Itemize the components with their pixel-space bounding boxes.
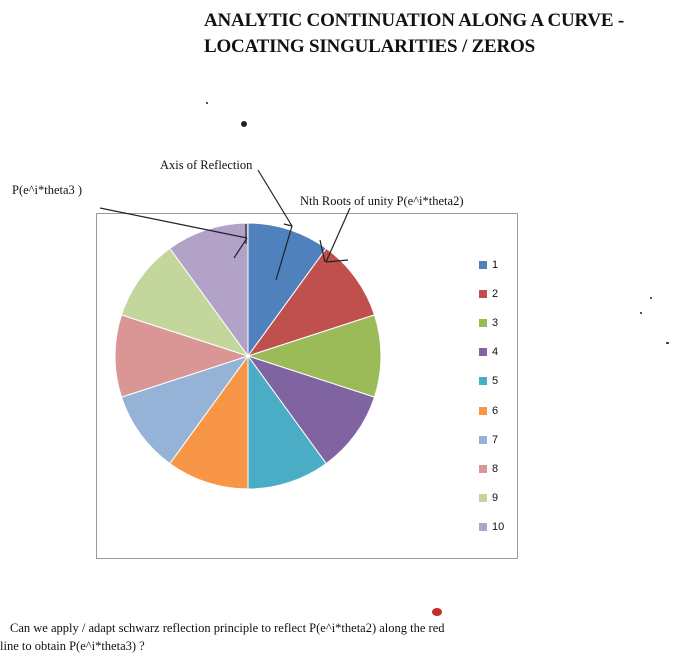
- legend-swatch: [479, 260, 487, 269]
- legend-label: 1: [492, 258, 499, 271]
- question-line-2: line to obtain P(e^i*theta3) ?: [0, 639, 145, 653]
- chart-frame: 1 2 3 4 5 6 7 8 9 10: [96, 213, 518, 559]
- arrow-axis-head: [283, 223, 293, 227]
- pie-slice-3: [246, 314, 382, 398]
- ink-speck: [206, 102, 208, 104]
- annotation-axis-of-reflection: Axis of Reflection: [160, 158, 253, 172]
- page-title: ANALYTIC CONTINUATION ALONG A CURVE - LO…: [204, 8, 690, 60]
- legend-label: 8: [492, 462, 499, 475]
- legend-swatch: [479, 289, 487, 298]
- arrow-p-theta3-stroke: [233, 237, 248, 259]
- legend-label: 6: [492, 404, 499, 417]
- ink-speck: [650, 297, 652, 299]
- legend-label: 3: [492, 316, 499, 329]
- legend-swatch: [479, 318, 487, 327]
- ink-speck: [666, 342, 669, 344]
- pie-slice-9: [120, 247, 250, 357]
- chart-legend: 1 2 3 4 5 6 7 8 9 10: [479, 250, 519, 542]
- title-line-2: LOCATING SINGULARITIES / ZEROS: [204, 36, 535, 57]
- question-line-1: Can we apply / adapt schwarz reflection …: [10, 621, 445, 635]
- pie-slice-2: [246, 247, 376, 357]
- title-line-1: ANALYTIC CONTINUATION ALONG A CURVE -: [204, 10, 625, 31]
- pie-slice-8: [114, 314, 250, 398]
- legend-item-6: 6: [479, 396, 519, 425]
- legend-item-10: 10: [479, 513, 519, 542]
- arrow-roots-line: [325, 207, 351, 263]
- legend-swatch: [479, 377, 487, 386]
- legend-label: 9: [492, 492, 499, 505]
- arrow-roots-head: [325, 259, 349, 263]
- legend-label: 2: [492, 287, 499, 300]
- legend-swatch: [479, 406, 487, 415]
- ink-dot: [241, 121, 247, 127]
- legend-label: 10: [492, 521, 505, 534]
- legend-swatch: [479, 494, 487, 503]
- question-text: Can we apply / adapt schwarz reflection …: [0, 619, 690, 655]
- pie-slice-6: [169, 354, 249, 490]
- legend-item-5: 5: [479, 367, 519, 396]
- arrow-axis-line: [257, 169, 293, 227]
- pie-slice-4: [246, 355, 376, 465]
- annotation-nth-roots: Nth Roots of unity P(e^i*theta2): [300, 194, 464, 208]
- arrow-axis-down: [275, 225, 293, 281]
- pie-slice-5: [247, 354, 327, 490]
- legend-item-9: 9: [479, 484, 519, 513]
- legend-swatch: [479, 435, 487, 444]
- pie-slice-1: [247, 222, 327, 358]
- legend-item-7: 7: [479, 425, 519, 454]
- red-mark: [432, 608, 442, 616]
- legend-swatch: [479, 464, 487, 473]
- legend-item-3: 3: [479, 308, 519, 337]
- arrow-roots-tick: [319, 239, 326, 263]
- legend-item-2: 2: [479, 279, 519, 308]
- legend-label: 4: [492, 346, 499, 359]
- legend-label: 7: [492, 433, 499, 446]
- legend-swatch: [479, 523, 487, 532]
- pie-chart: [114, 222, 382, 490]
- legend-swatch: [479, 348, 487, 357]
- annotation-p-theta3: P(e^i*theta3 ): [12, 183, 83, 197]
- legend-item-1: 1: [479, 250, 519, 279]
- legend-item-8: 8: [479, 454, 519, 483]
- arrow-p-theta3-line: [99, 207, 248, 239]
- legend-label: 5: [492, 375, 499, 388]
- legend-item-4: 4: [479, 338, 519, 367]
- ink-speck: [640, 312, 642, 314]
- pie-slice-7: [120, 355, 250, 465]
